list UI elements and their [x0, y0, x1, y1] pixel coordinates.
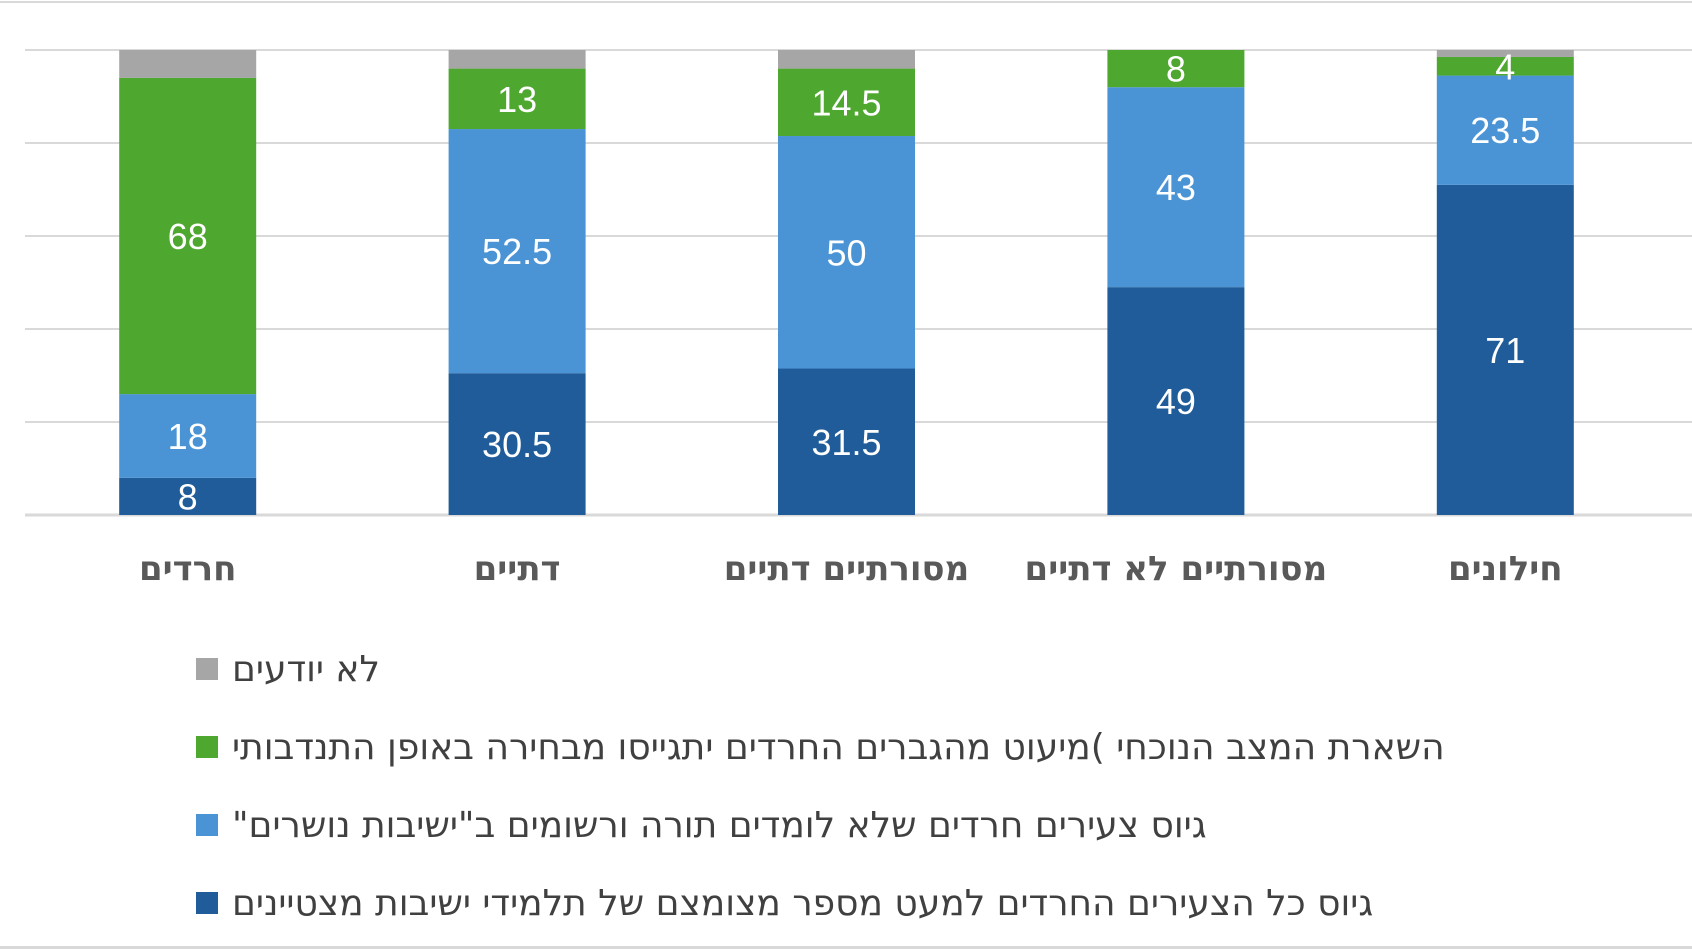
bar-segment: [1107, 87, 1245, 288]
bar-segment: [448, 50, 586, 69]
bar-segment: [119, 394, 257, 478]
legend-swatch: [196, 658, 218, 680]
data-label: 8: [1166, 49, 1186, 90]
bottom-border: [0, 946, 1692, 949]
bar-segment: [1436, 56, 1574, 76]
category-label: מסורתיים לא דתיים: [1025, 549, 1328, 589]
data-label: 52.5: [482, 231, 552, 272]
data-label: 43: [1156, 167, 1196, 208]
bar-segment: [778, 368, 915, 515]
bar-segment: [119, 50, 257, 78]
legend-label: גיוס כל הצעירים החרדים למעט מספר מצומצם …: [232, 882, 1374, 924]
bar-segment: [448, 373, 586, 515]
bar-segment: [119, 477, 257, 515]
bar-segment: [1436, 50, 1574, 57]
legend-item: גיוס צעירים חרדים שלא לומדים תורה ורשומי…: [196, 786, 1596, 864]
legend-label: השארת המצב הנוכחי )מיעוט מהגברים החרדים …: [232, 726, 1445, 768]
bar-segment: [119, 77, 257, 395]
data-label: 8: [178, 476, 198, 517]
data-label: 13: [497, 79, 537, 120]
data-label: 71: [1485, 330, 1525, 371]
legend-swatch: [196, 814, 218, 836]
legend-label: גיוס צעירים חרדים שלא לומדים תורה ורשומי…: [232, 804, 1207, 846]
data-label: 30.5: [482, 424, 552, 465]
bar-segment: [778, 68, 915, 137]
bar-segment: [1436, 75, 1574, 185]
data-label: 68: [168, 216, 208, 257]
category-label: מסורתיים דתיים: [724, 549, 970, 589]
category-label: חרדים: [139, 549, 237, 589]
data-label: 31.5: [811, 422, 881, 463]
bar-segment: [1107, 287, 1245, 515]
category-label: חילונים: [1448, 549, 1563, 589]
legend-swatch: [196, 736, 218, 758]
data-label: 18: [168, 416, 208, 457]
legend-swatch: [196, 892, 218, 914]
data-label: 14.5: [811, 82, 881, 123]
bar-segment: [1436, 184, 1574, 515]
legend-item: לא יודעים: [196, 630, 1596, 708]
bar-segment: [448, 129, 586, 374]
legend: לא יודעים השארת המצב הנוכחי )מיעוט מהגברי…: [196, 630, 1596, 942]
category-label: דתיים: [474, 549, 561, 589]
legend-item: גיוס כל הצעירים החרדים למעט מספר מצומצם …: [196, 864, 1596, 942]
bar-segment: [778, 136, 915, 369]
data-label: 23.5: [1470, 110, 1540, 151]
data-label: 4: [1495, 46, 1515, 87]
legend-item: השארת המצב הנוכחי )מיעוט מהגברים החרדים …: [196, 708, 1596, 786]
legend-label: לא יודעים: [232, 648, 380, 690]
bar-segment: [448, 68, 586, 130]
bar-segment: [1107, 50, 1245, 88]
stacked-bar-chart: 8 18 68 30.5 52.5 13 31.5 50 14.5 49 43 8 71 23.5 4 חר…: [0, 1, 1692, 589]
data-label: 50: [826, 232, 866, 273]
data-label: 49: [1156, 381, 1196, 422]
bar-segment: [778, 50, 915, 69]
